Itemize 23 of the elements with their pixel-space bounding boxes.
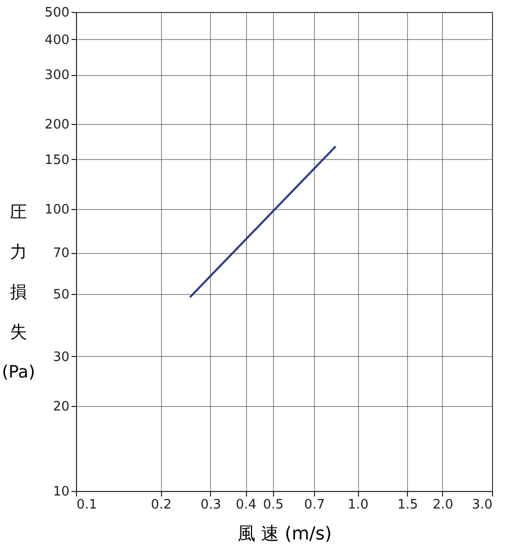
x-tick-label: 1.5 [397,498,418,512]
y-tick-label: 400 [44,32,70,48]
y-tick-label: 70 [52,246,70,262]
x-axis-title: 風 速 (m/s) [237,524,332,544]
y-axis-title: 圧力損失(Pa) [2,202,36,382]
x-tick-label: 0.2 [150,498,172,512]
y-tick-label: 100 [44,202,70,218]
y-tick-label: 20 [52,400,70,415]
x-tick-label: 2.0 [432,498,454,512]
y-tick-label: 200 [44,118,70,133]
y-tick-label: 50 [52,287,70,302]
x-tick-label: 0.3 [200,498,222,512]
x-tick-label: 0.1 [76,498,98,512]
x-tick-label: 0.4 [236,498,256,512]
x-tick-label: 3.0 [472,498,492,512]
y-tick-label: 500 [44,6,70,20]
x-tick-label: 0.7 [304,498,325,512]
x-tick-label: 0.5 [263,498,284,512]
x-tick-label: 1.0 [348,498,368,512]
y-tick-label: 30 [52,350,70,365]
y-tick-label: 150 [44,152,70,168]
y-tick-label: 300 [44,68,70,84]
y-tick-label: 10 [52,484,70,500]
